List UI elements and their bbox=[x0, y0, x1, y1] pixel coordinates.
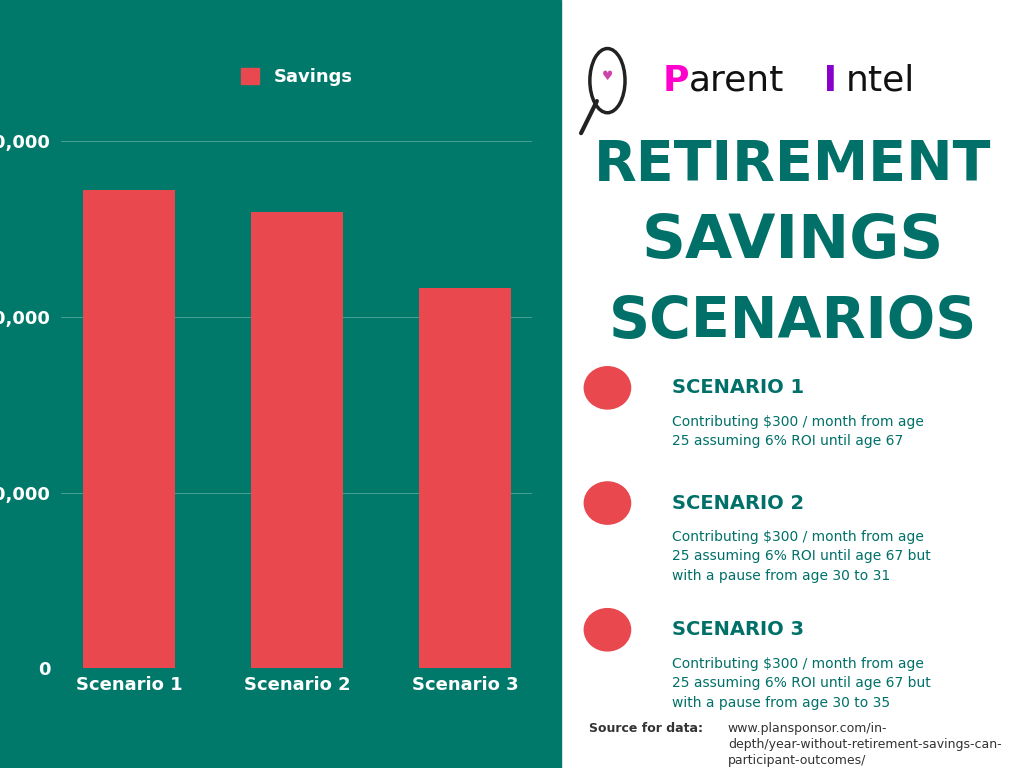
Text: P: P bbox=[663, 64, 689, 98]
Ellipse shape bbox=[585, 482, 631, 524]
Text: Contributing $300 / month from age
25 assuming 6% ROI until age 67 but
with a pa: Contributing $300 / month from age 25 as… bbox=[672, 657, 931, 710]
Text: www.plansponsor.com/in-
depth/year-without-retirement-savings-can-
participant-o: www.plansponsor.com/in- depth/year-witho… bbox=[728, 722, 1001, 767]
Text: SCENARIO 1: SCENARIO 1 bbox=[672, 379, 805, 397]
Text: RETIREMENT: RETIREMENT bbox=[594, 138, 991, 192]
Ellipse shape bbox=[585, 367, 631, 409]
Text: Contributing $300 / month from age
25 assuming 6% ROI until age 67 but
with a pa: Contributing $300 / month from age 25 as… bbox=[672, 530, 931, 583]
Text: Contributing $300 / month from age
25 assuming 6% ROI until age 67: Contributing $300 / month from age 25 as… bbox=[672, 415, 924, 449]
Text: Source for data:: Source for data: bbox=[589, 722, 708, 735]
Text: SAVINGS: SAVINGS bbox=[641, 213, 944, 271]
Bar bbox=[83, 190, 175, 668]
Text: SCENARIO 2: SCENARIO 2 bbox=[672, 494, 805, 512]
Text: arent: arent bbox=[688, 64, 783, 98]
Text: ♥: ♥ bbox=[602, 71, 613, 83]
Bar bbox=[251, 211, 343, 668]
Text: ntel: ntel bbox=[846, 64, 915, 98]
Text: I: I bbox=[811, 64, 838, 98]
Text: SCENARIO 3: SCENARIO 3 bbox=[672, 621, 804, 639]
Text: SCENARIOS: SCENARIOS bbox=[608, 295, 977, 350]
Legend: Savings: Savings bbox=[234, 61, 359, 94]
Bar bbox=[419, 288, 511, 668]
Ellipse shape bbox=[585, 608, 631, 651]
